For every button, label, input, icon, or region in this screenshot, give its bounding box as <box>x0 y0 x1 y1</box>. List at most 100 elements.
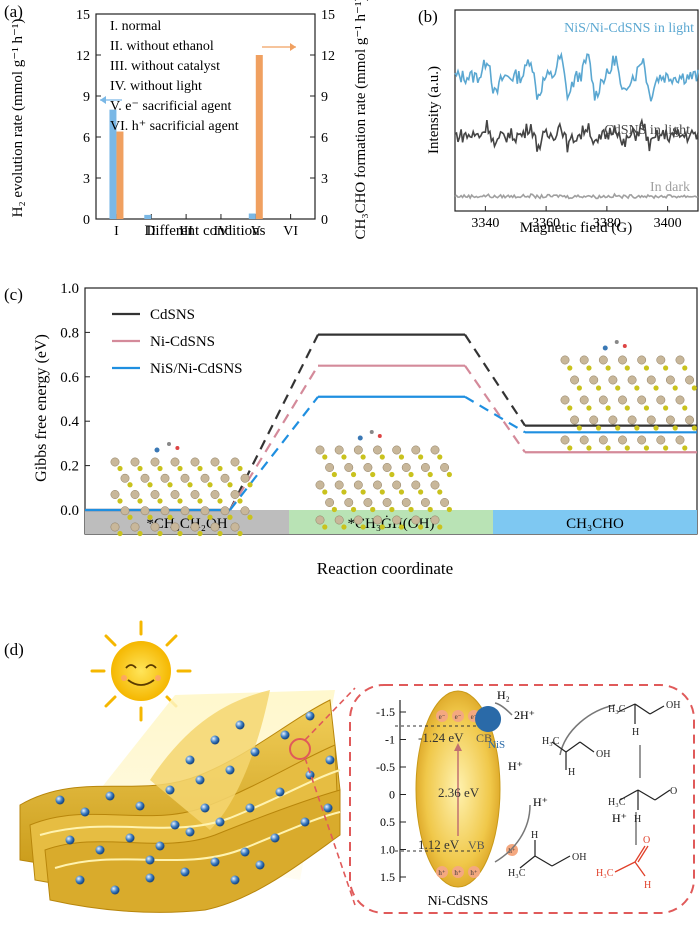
band-gap-value: 2.36 eV <box>438 785 480 800</box>
c-lattice-atom-cd <box>130 490 140 499</box>
svg-text:H₃C: H₃C <box>508 868 526 879</box>
c-lattice-atom-cd <box>344 498 354 507</box>
zoom-line-top <box>304 687 356 741</box>
c-lattice-atom-cd <box>411 445 421 455</box>
c-lattice-atom-s <box>322 524 328 530</box>
b-y-label-group: Intensity (a.u.) <box>426 66 442 154</box>
hole-label: h⁺ <box>508 847 516 855</box>
c-stage-label: CH₃CHO <box>566 516 624 532</box>
c-lattice-atom-s <box>691 425 697 431</box>
c-lattice-atom-s <box>187 514 193 520</box>
c-lattice-atom-cd <box>190 457 200 467</box>
molecule-intermediate-2 <box>619 789 671 810</box>
c-lattice-atom-s <box>370 471 376 478</box>
nis-ball <box>75 875 85 885</box>
c-lattice-atom-cd <box>344 463 354 472</box>
c-lattice-atom-s <box>624 405 630 411</box>
c-lattice-atom-cd <box>110 457 120 467</box>
c-lattice-atom-cd <box>382 463 392 472</box>
c-lattice-atom-cd <box>315 445 325 455</box>
electron-dot <box>452 710 464 722</box>
nis-ball <box>210 857 220 867</box>
a-y-label-left: H₂ evolution rate (mmol g⁻¹ h⁻¹) <box>10 19 26 218</box>
c-lattice-atom-s <box>237 465 243 472</box>
cb-energy: -1.24 eV <box>418 730 464 745</box>
c-lattice-atom-cd <box>675 395 685 405</box>
nis-ball <box>235 720 245 730</box>
c-adsorbate-atom <box>614 340 619 344</box>
b-series-label: CdSNS in light <box>604 123 690 138</box>
zoom-circle <box>289 738 311 760</box>
c-lattice-atom-cd <box>608 375 618 385</box>
c-lattice-atom-s <box>446 471 452 478</box>
c-y-tick-label: 0.0 <box>60 503 79 519</box>
nis-ball <box>155 841 165 851</box>
a-right-axis-ticks: 0 3 6 9 12 15 <box>310 8 335 228</box>
a-legend-entry: VI. h⁺ sacrificial agent <box>110 119 239 134</box>
c-lattice-atom-cd <box>656 435 666 445</box>
c-lattice-atom-cd <box>110 522 120 532</box>
c-lattice-atom-cd <box>411 480 421 490</box>
c-lattice-atom-cd <box>627 415 637 425</box>
c-lattice-atom-s <box>595 425 602 431</box>
c-lattice-atom-cd <box>315 480 325 490</box>
nis-ball <box>125 833 135 843</box>
c-lattice-atom-cd <box>579 435 589 445</box>
c-lattice-atom-s <box>634 425 640 431</box>
nis-ball <box>240 847 250 857</box>
h2-label: H₂ <box>497 688 510 702</box>
c-lattice-atom-s <box>398 454 405 460</box>
c-lattice-atom-s <box>576 385 582 391</box>
c-lattice-atom-s <box>682 445 688 451</box>
a-x-tick-label: II <box>147 224 157 239</box>
c-lattice-atom-s <box>672 425 678 431</box>
a-left-tick-label: 0 <box>83 213 90 228</box>
c-lattice-atom-s <box>663 405 669 411</box>
c-lattice-atom-s <box>137 498 143 504</box>
svg-text:H₃C: H₃C <box>608 797 626 808</box>
c-atomic-structures <box>110 340 697 537</box>
c-lattice-atom-cd <box>110 490 120 499</box>
c-lattice-atom-s <box>187 482 193 488</box>
c-legend-label: Ni-CdSNS <box>150 334 215 350</box>
nis-ball <box>250 747 260 757</box>
c-y-axis-ticks: 0.0 0.2 0.4 0.6 0.8 1.0 <box>60 281 90 519</box>
c-lattice-atom-cd <box>646 375 656 385</box>
c-lattice-atom-cd <box>353 480 363 490</box>
c-lattice-atom-s <box>197 465 203 472</box>
c-lattice-atom-s <box>360 489 366 495</box>
c-lattice-atom-cd <box>353 515 363 525</box>
c-lattice-atom-cd <box>589 415 599 425</box>
c-lattice-atom-cd <box>618 395 627 405</box>
c-lattice-atom-cd <box>637 435 647 445</box>
c-adsorbate-atom <box>167 442 171 446</box>
panel-c: (c) *CH₃CH₂OH *CH₃ĠH(OH) CH₃CHO 0.00.20.40… <box>4 281 698 578</box>
c-lattice-atom-s <box>167 514 173 520</box>
c-lattice-atom-s <box>437 489 443 495</box>
c-adsorbate-atom <box>357 435 363 441</box>
c-y-tick-label: 0.4 <box>60 414 79 430</box>
c-lattice-atom-cd <box>430 515 440 525</box>
nis-ball <box>270 833 280 843</box>
panel-d: (d) <box>4 620 695 914</box>
electron-label: e⁻ <box>439 713 446 721</box>
c-adsorbate-atom <box>175 446 180 450</box>
nis-ball <box>305 711 315 721</box>
b-series-label: NiS/Ni-CdSNS in light <box>564 21 694 36</box>
molecule-product <box>614 845 649 877</box>
zoom-line-bottom <box>304 757 356 906</box>
a-bar-h2 <box>109 109 117 219</box>
nis-ball <box>200 803 210 813</box>
c-lattice-atom-cd <box>608 415 618 425</box>
c-lattice-atom-s <box>691 385 697 391</box>
c-lattice-atom-cd <box>570 415 580 425</box>
c-lattice-atom-cd <box>373 445 382 455</box>
c-lattice-atom-s <box>217 530 223 537</box>
c-lattice-atom-s <box>127 482 133 488</box>
a-x-tick-label: V <box>251 224 261 239</box>
molecule-radical <box>551 741 595 770</box>
c-lattice-atom-cd <box>363 498 373 507</box>
c-lattice-atom-s <box>567 445 573 451</box>
